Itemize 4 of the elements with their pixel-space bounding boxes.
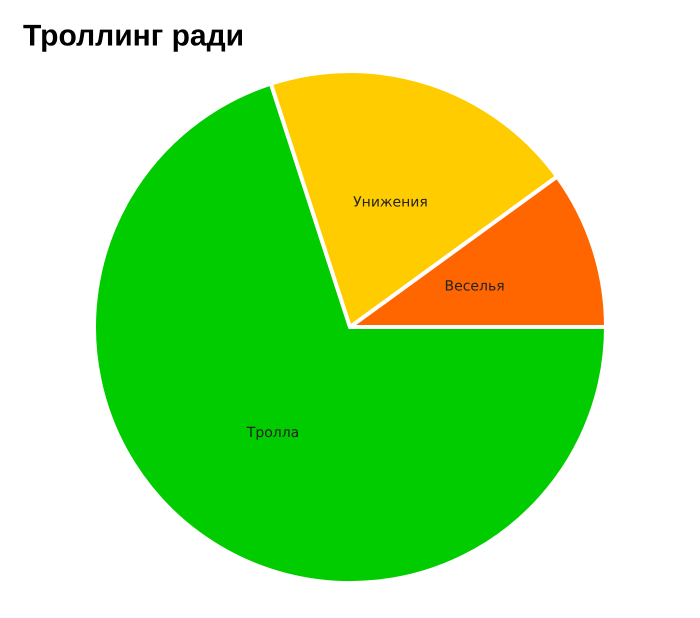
slice-label: Тролла (246, 425, 300, 442)
slice-label: Унижения (353, 194, 428, 210)
chart-title: Троллинг ради (23, 20, 244, 52)
slice-label: Веселья (444, 278, 505, 295)
